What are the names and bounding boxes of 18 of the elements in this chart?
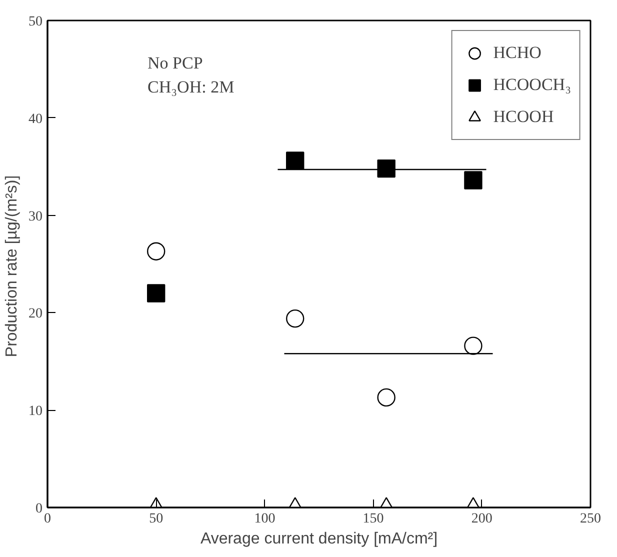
y-tick-label: 40 [28, 112, 42, 127]
x-tick-label: 150 [362, 512, 384, 526]
x-tick-label: 100 [254, 512, 276, 526]
y-tick-label: 20 [28, 306, 42, 322]
legend-label: HCOOCH₃ [493, 75, 571, 95]
x-tick-label: 200 [471, 512, 492, 526]
y-axis-title: Production rate [µg/(m²s)] [4, 175, 20, 358]
legend-label: HCHO [493, 43, 542, 63]
x-tick-label: 250 [580, 512, 601, 526]
x-tick-label: 50 [149, 512, 164, 526]
x-axis-title: Average current density [mA/cm²] [200, 530, 438, 548]
y-tick-label: 30 [28, 209, 42, 224]
y-tick-label: 0 [36, 502, 42, 516]
legend-label: HCOOH [493, 107, 554, 127]
y-tick-label: 50 [28, 14, 42, 30]
annotation: CH₃OH: 2M [148, 78, 234, 96]
annotation: No PCP [148, 54, 203, 72]
y-tick-label: 10 [28, 404, 42, 420]
